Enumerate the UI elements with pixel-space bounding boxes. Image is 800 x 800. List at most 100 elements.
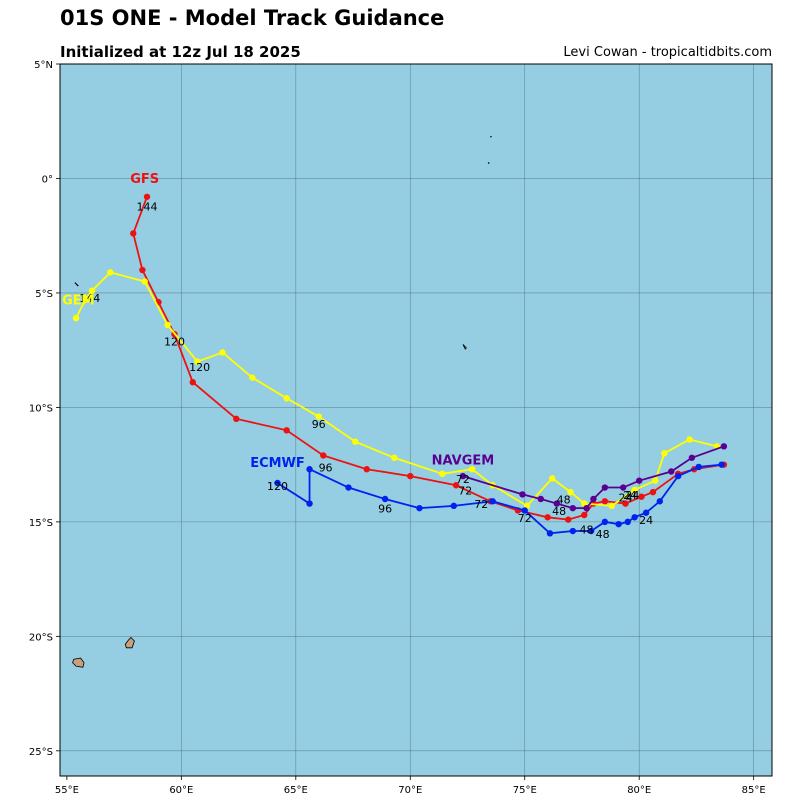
track-point-ecmwf: [587, 527, 595, 535]
track-point-gfs: [638, 493, 645, 500]
track-point-ecmwf: [656, 498, 664, 505]
axis-ticks: 55°E 60°E 65°E 70°E 75°E 80°E 85°E 5°N 0° 5°S 10°S…: [29, 60, 766, 796]
forecast-hour-label: 72: [518, 512, 532, 525]
init-time: Initialized at 12z Jul 18 2025: [60, 43, 301, 61]
track-point-ecmwf: [631, 514, 638, 521]
lon-tick-label: 80°E: [627, 785, 651, 796]
lat-tick-label: 10°S: [29, 403, 53, 414]
track-point-gem: [315, 413, 322, 420]
forecast-hour-label: 24: [639, 514, 653, 527]
track-point-ecmwf: [624, 518, 631, 526]
grid-lines: [60, 64, 772, 776]
lat-tick-label: 5°N: [34, 60, 53, 71]
lon-tick-label: 65°E: [284, 785, 308, 796]
track-point-gfs: [130, 230, 137, 237]
forecast-hour-label: 72: [458, 484, 472, 497]
lat-tick-label: 20°S: [29, 632, 53, 643]
track-point-ecmwf: [718, 461, 725, 468]
track-point-navgem: [537, 495, 544, 503]
forecast-hour-label: 24: [618, 491, 632, 504]
forecast-hour-label: 120: [164, 336, 185, 349]
lon-tick-label: 85°E: [742, 785, 766, 796]
track-point-gem: [283, 395, 290, 402]
track-point-ecmwf: [615, 520, 622, 528]
forecast-hour-label: 48: [557, 494, 571, 507]
forecast-hour-label: 120: [267, 480, 288, 493]
track-point-gem: [164, 321, 171, 329]
track-point-gem: [391, 454, 398, 461]
forecast-hour-label: 96: [378, 503, 392, 516]
forecast-hour-label: 72: [474, 498, 488, 511]
island-seychelles-outer: [74, 282, 79, 287]
track-point-gem: [468, 466, 476, 473]
track-point-gem: [107, 269, 114, 276]
track-point-gem: [549, 475, 556, 482]
track-point-ecmwf: [546, 530, 554, 537]
track-point-navgem: [519, 491, 526, 498]
model-label-gfs: GFS: [130, 172, 159, 187]
track-point-ecmwf: [306, 466, 313, 473]
track-point-gfs: [544, 514, 551, 521]
island-chagos: [462, 344, 467, 350]
forecast-hour-label: 48: [596, 528, 610, 541]
track-point-navgem: [688, 454, 696, 461]
island-reunion: [72, 657, 85, 668]
track-point-ecmwf: [601, 518, 609, 526]
track-point-gem: [631, 486, 638, 494]
track-point-gfs: [601, 498, 609, 505]
track-point-gem: [81, 296, 89, 304]
track-point-ecmwf: [274, 479, 281, 487]
track-point-gem: [88, 287, 96, 294]
track-point-navgem: [583, 504, 590, 512]
track-point-gem: [686, 436, 693, 443]
track-point-gfs: [649, 488, 657, 496]
page-title: 01S ONE - Model Track Guidance: [60, 6, 445, 30]
track-point-gem: [194, 358, 201, 365]
track-point-navgem: [668, 468, 675, 475]
track-point-navgem: [459, 472, 467, 480]
track-point-gfs: [363, 466, 370, 473]
model-label-ecmwf: ECMWF: [250, 456, 305, 471]
track-point-ecmwf: [569, 527, 577, 535]
track-point-gem: [352, 438, 359, 445]
track-point-gfs: [143, 193, 151, 200]
track-point-navgem: [590, 495, 597, 503]
land-layer: [72, 135, 492, 668]
lat-tick-label: 25°S: [29, 747, 53, 758]
track-point-gfs: [565, 516, 572, 523]
track-point-ecmwf: [489, 498, 496, 505]
forecast-hour-label: 120: [189, 361, 210, 374]
credit-text: Levi Cowan - tropicaltidbits.com: [563, 45, 772, 60]
track-point-gfs: [189, 379, 196, 386]
track-point-gfs: [407, 472, 414, 480]
track-point-gem: [661, 449, 668, 457]
island-mauritius: [124, 636, 135, 649]
track-point-gfs: [452, 482, 460, 489]
track-point-gem: [567, 488, 574, 496]
forecast-hour-label: 48: [552, 505, 566, 518]
track-point-ecmwf: [416, 504, 423, 512]
track-point-gfs: [233, 415, 240, 423]
track-point-gfs: [581, 511, 588, 519]
forecast-hour-label: 72: [456, 473, 470, 486]
track-point-ecmwf: [521, 507, 528, 514]
track-point-ecmwf: [306, 500, 313, 507]
track-point-gem: [249, 374, 256, 381]
lat-tick-label: 5°S: [35, 289, 53, 300]
track-point-ecmwf: [674, 472, 682, 480]
forecast-hour-label: 24: [623, 489, 637, 502]
lon-tick-label: 55°E: [55, 785, 79, 796]
track-point-gfs: [622, 500, 629, 507]
model-label-gem: GEM: [62, 293, 95, 308]
forecast-hour-label: 48: [580, 523, 594, 536]
map-frame: [59, 63, 773, 777]
track-point-gem: [141, 278, 148, 285]
track-point-gfs: [283, 427, 290, 434]
track-point-gfs: [139, 266, 146, 274]
lon-tick-label: 70°E: [398, 785, 422, 796]
track-point-ecmwf: [642, 509, 650, 516]
model-label-navgem: NAVGEM: [432, 454, 495, 469]
track-layer: [72, 193, 728, 537]
